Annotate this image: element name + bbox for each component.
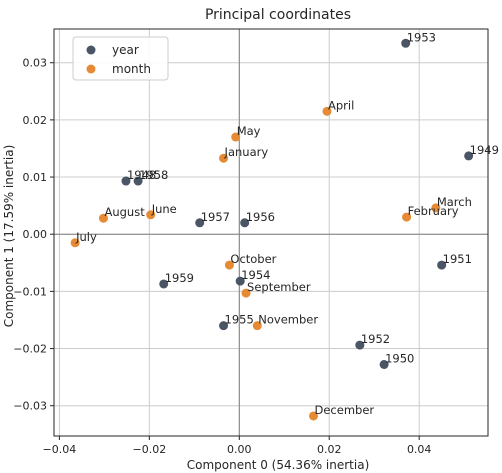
y-tick-label: 0.00 — [23, 228, 48, 241]
month-point-label: December — [315, 403, 375, 417]
year-point-label: 1954 — [241, 268, 270, 282]
y-tick-label: −0.02 — [13, 343, 47, 356]
year-point — [401, 38, 411, 48]
year-point-label: 1953 — [407, 30, 436, 44]
year-point — [240, 218, 250, 228]
month-point-label: August — [104, 205, 145, 219]
y-axis-label: Component 1 (17.59% inertia) — [2, 145, 16, 328]
month-point — [98, 213, 108, 223]
year-point — [159, 279, 169, 289]
chart-title: Principal coordinates — [205, 7, 351, 23]
y-axis-ticks: −0.03 −0.02 −0.01 0.00 0.01 0.02 0.03 — [13, 57, 54, 413]
year-point-label: 1952 — [361, 332, 390, 346]
year-point — [133, 176, 143, 186]
month-point — [402, 212, 412, 222]
month-point — [241, 288, 251, 298]
legend-marker — [86, 64, 96, 74]
year-point-label: 1948 — [127, 168, 156, 182]
y-tick-label: −0.03 — [13, 400, 47, 413]
year-point-label: 1949 — [470, 143, 499, 157]
month-point-label: February — [408, 204, 459, 218]
legend: year month — [72, 36, 169, 81]
month-point-label: September — [247, 280, 311, 294]
year-point — [379, 360, 389, 370]
x-tick-label: −0.04 — [43, 443, 77, 456]
year-point — [195, 218, 205, 228]
plot-frame — [53, 28, 489, 437]
x-tick-label: 0.04 — [407, 443, 432, 456]
month-point-label: January — [224, 145, 269, 159]
month-point — [252, 321, 262, 331]
month-point-label: November — [258, 313, 318, 327]
month-point — [231, 132, 241, 142]
month-point-label: May — [237, 124, 261, 138]
y-tick-label: 0.03 — [23, 57, 48, 70]
x-tick-label: 0.00 — [227, 443, 252, 456]
year-point-label: 1950 — [385, 352, 414, 366]
month-point — [219, 153, 229, 163]
legend-box — [72, 36, 169, 81]
month-point-label: March — [437, 195, 472, 209]
x-tick-label: −0.02 — [132, 443, 166, 456]
month-point — [146, 210, 156, 220]
year-point — [464, 151, 474, 161]
year-point-label: 1958 — [139, 168, 168, 182]
month-point-label: July — [75, 230, 97, 244]
y-tick-label: 0.02 — [23, 114, 48, 127]
year-point — [121, 176, 131, 186]
x-axis-label: Component 0 (54.36% inertia) — [187, 458, 370, 472]
year-point — [355, 340, 365, 350]
month-point — [322, 106, 332, 116]
year-point-label: 1959 — [165, 271, 194, 285]
x-axis-ticks: −0.04 −0.02 0.00 0.02 0.04 — [43, 436, 432, 456]
legend-entry: month — [112, 62, 151, 76]
year-point — [219, 321, 229, 331]
month-point-label: October — [230, 252, 276, 266]
month-point — [70, 238, 80, 248]
year-point-label: 1951 — [443, 252, 472, 266]
year-point — [437, 260, 447, 270]
year-point-label: 1955 — [225, 313, 254, 327]
origin-lines — [54, 29, 488, 436]
year-point — [235, 276, 245, 286]
year-point-label: 1956 — [246, 210, 275, 224]
grid-lines — [54, 29, 488, 436]
month-point — [224, 260, 234, 270]
legend-entry: year — [112, 43, 139, 57]
year-point-label: 1957 — [201, 210, 230, 224]
month-point-label: April — [328, 98, 354, 112]
data-points — [70, 38, 474, 421]
legend-marker — [86, 45, 96, 55]
y-tick-label: 0.01 — [23, 171, 48, 184]
month-point-label: June — [151, 202, 177, 216]
month-point — [309, 411, 319, 421]
x-tick-label: 0.02 — [317, 443, 342, 456]
y-tick-label: −0.01 — [13, 285, 47, 298]
month-point — [431, 203, 441, 213]
